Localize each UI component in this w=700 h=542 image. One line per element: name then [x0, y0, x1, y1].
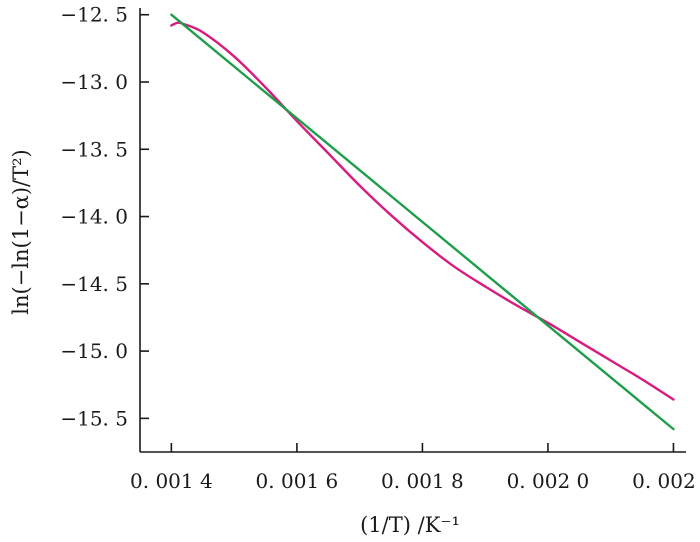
x-ticks: 0. 001 4 0. 001 6 0. 001 8 0. 002 0 0. 002 2: [130, 443, 700, 493]
x-tick-label: 0. 002 2: [632, 469, 700, 493]
x-tick-label: 0. 002 0: [507, 469, 590, 493]
x-axis-title: (1/T) /K⁻¹: [360, 513, 460, 537]
y-tick-label: −14. 5: [60, 272, 128, 296]
y-tick-label: −13. 5: [60, 137, 128, 161]
x-tick-label: 0. 001 8: [381, 469, 464, 493]
series-layer: [170, 13, 675, 431]
fit-line-series: [170, 13, 675, 431]
y-ticks: −12. 5 −13. 0 −13. 5 −14. 0 −14. 5 −15. 0 −15.…: [60, 3, 149, 430]
y-axis-title: ln(−ln(1−α)/T²): [9, 149, 33, 315]
axes: [139, 8, 686, 453]
y-tick-label: −15. 5: [60, 406, 128, 430]
y-tick-label: −14. 0: [60, 205, 128, 229]
data-curve-series: [170, 21, 675, 401]
x-tick-label: 0. 001 6: [256, 469, 339, 493]
y-tick-label: −12. 5: [60, 3, 128, 27]
x-tick-label: 0. 001 4: [130, 469, 213, 493]
y-tick-label: −13. 0: [60, 70, 128, 94]
y-tick-label: −15. 0: [60, 339, 128, 363]
